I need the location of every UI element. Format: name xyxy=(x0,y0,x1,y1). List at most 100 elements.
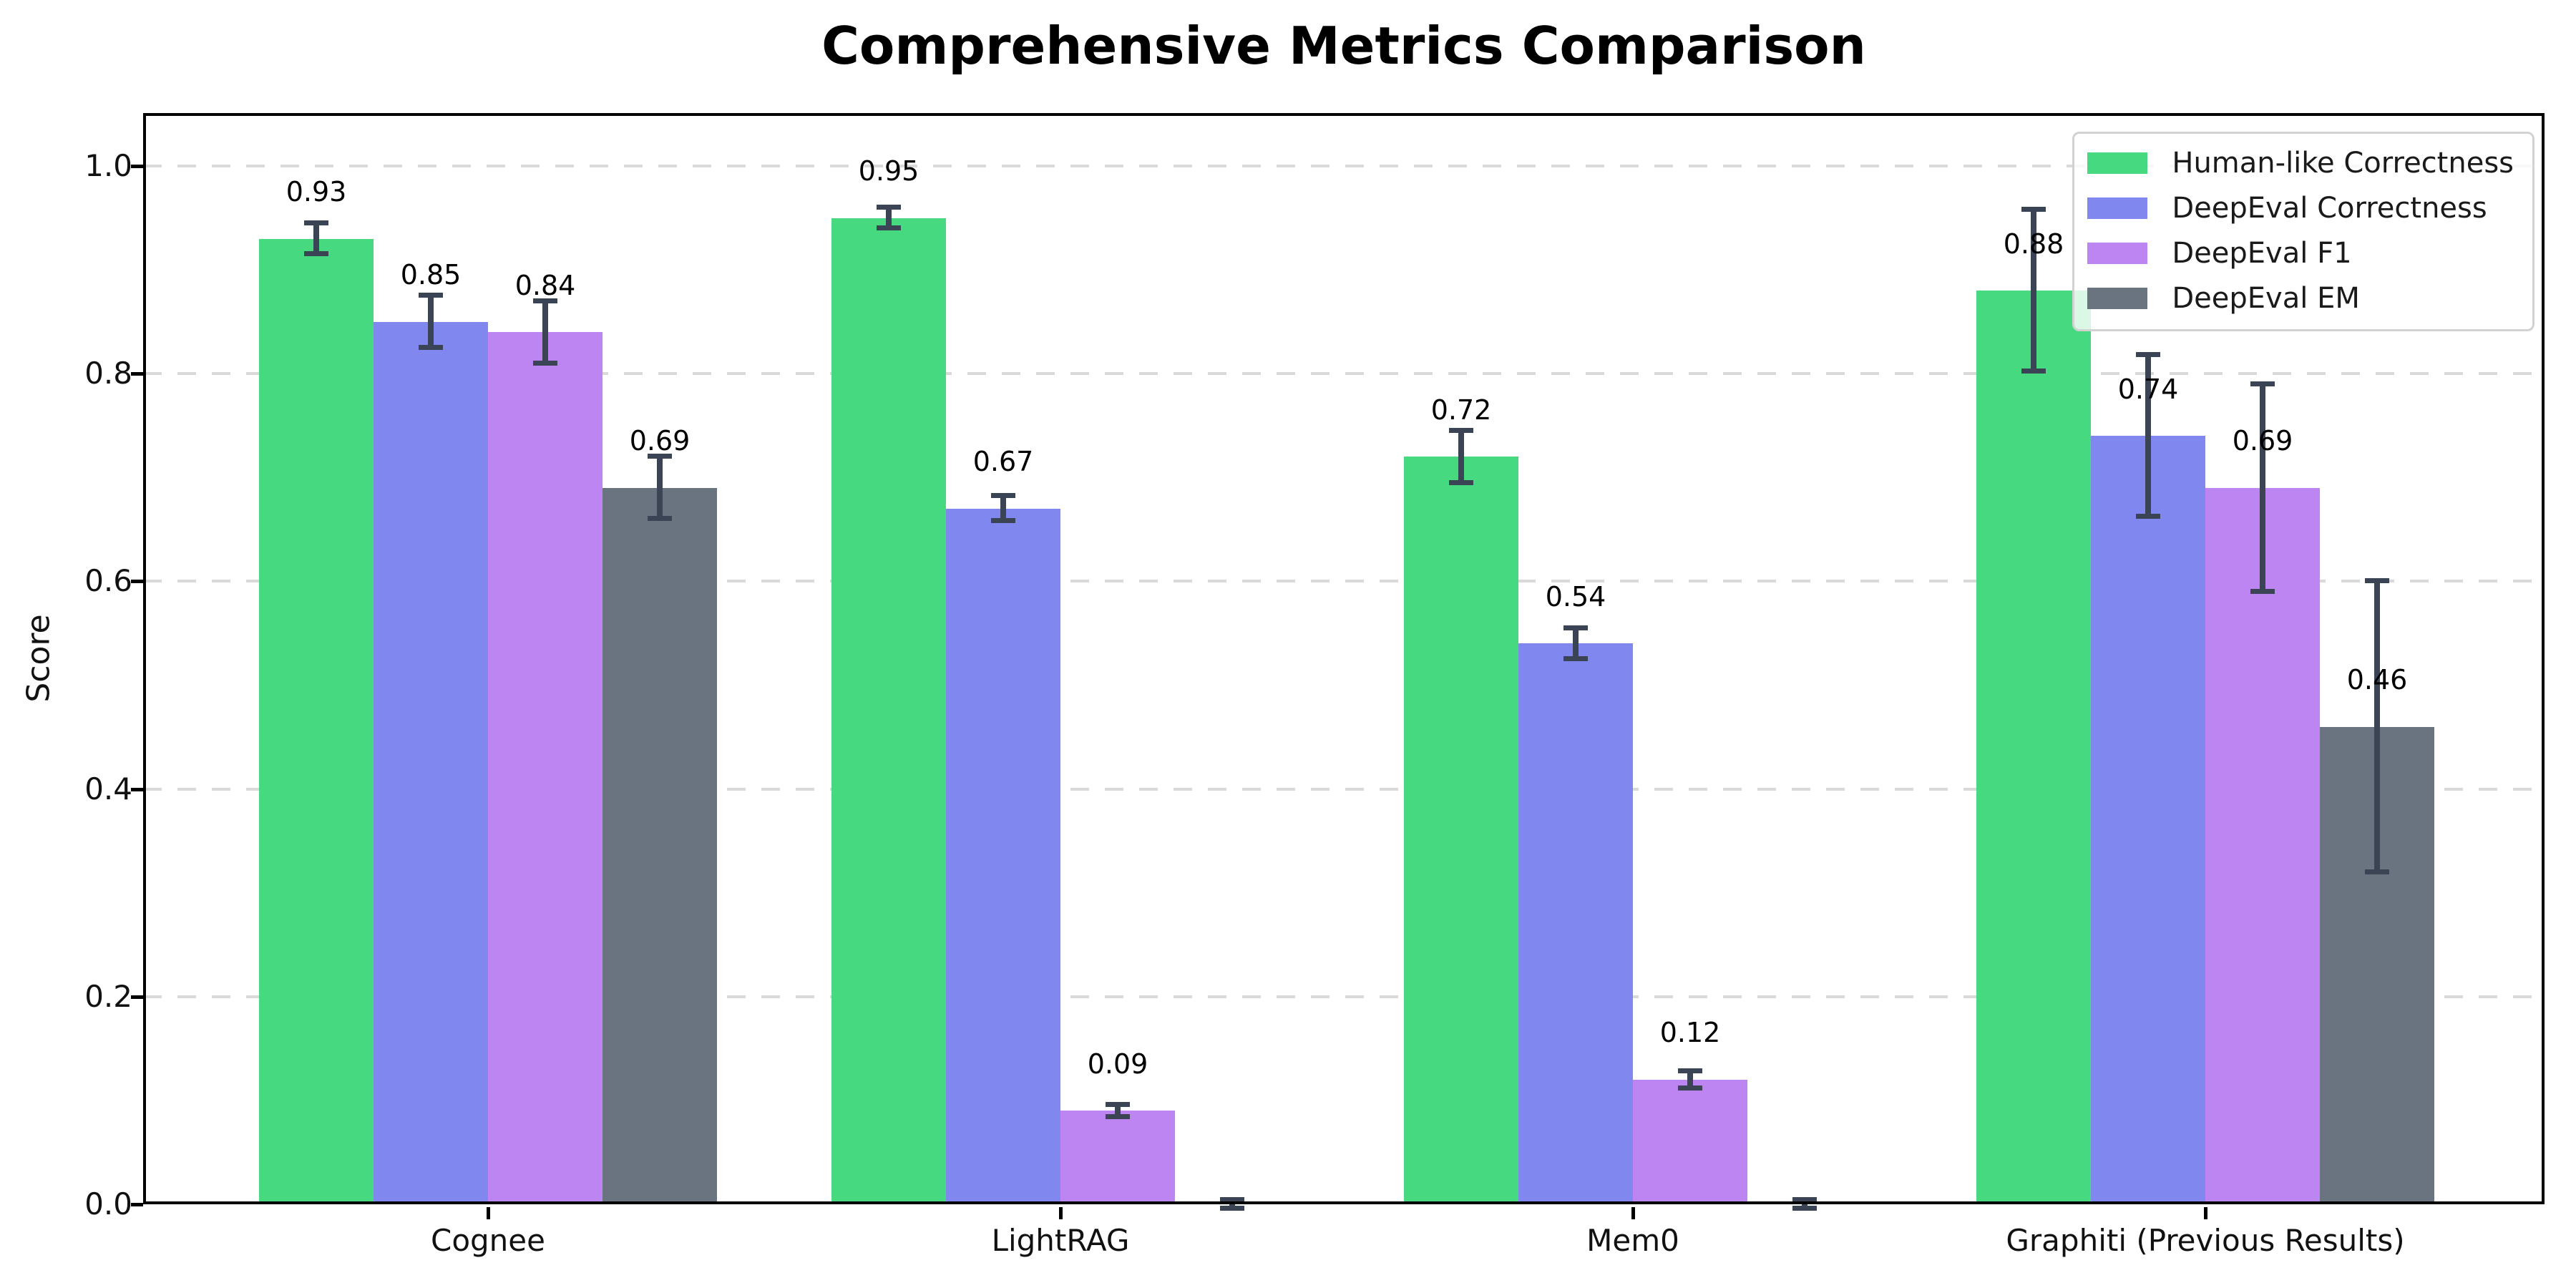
error-bar-human-like-correctness-graphiti-previous-results xyxy=(2031,209,2036,372)
xtick-label-lightrag: LightRAG xyxy=(991,1223,1130,1258)
legend-item-deepeval-correctness: DeepEval Correctness xyxy=(2087,192,2514,225)
legend-item-deepeval-em: DeepEval EM xyxy=(2087,282,2514,315)
legend-label: DeepEval EM xyxy=(2172,282,2360,315)
legend-label: Human-like Correctness xyxy=(2172,147,2514,180)
error-cap xyxy=(1678,1068,1702,1074)
error-cap xyxy=(419,293,443,298)
error-cap xyxy=(2250,381,2275,386)
error-cap xyxy=(1792,1205,1817,1211)
ytick-mark xyxy=(131,372,143,376)
bar-deepeval-f1-mem0 xyxy=(1633,1079,1747,1204)
error-cap xyxy=(2365,578,2389,584)
ytick-label-0.8: 0.8 xyxy=(84,356,132,391)
bar-deepeval-f1-lightrag xyxy=(1060,1111,1175,1204)
error-bar-deepeval-f1-lightrag xyxy=(1115,1104,1121,1118)
error-bar-deepeval-em-graphiti-previous-results xyxy=(2374,581,2380,872)
y-axis-label: Score xyxy=(20,614,57,703)
xtick-label-graphiti-previous-results: Graphiti (Previous Results) xyxy=(2006,1223,2405,1258)
error-cap xyxy=(877,225,901,231)
xtick-label-mem0: Mem0 xyxy=(1586,1223,1679,1258)
error-cap xyxy=(2250,588,2275,594)
bar-deepeval-em-cognee xyxy=(602,487,717,1204)
error-cap xyxy=(1106,1101,1130,1107)
bar-deepeval-correctness-graphiti-previous-results xyxy=(2091,436,2205,1204)
error-cap xyxy=(877,205,901,210)
error-bar-deepeval-correctness-mem0 xyxy=(1573,628,1579,660)
bar-deepeval-correctness-mem0 xyxy=(1518,643,1633,1204)
xtick-label-cognee: Cognee xyxy=(431,1223,545,1258)
error-cap xyxy=(304,251,328,257)
value-label-human-like-correctness-mem0: 0.72 xyxy=(1430,394,1492,426)
value-label-deepeval-f1-graphiti-previous-results: 0.69 xyxy=(2232,425,2293,457)
error-cap xyxy=(1678,1085,1702,1091)
gridline-0.2 xyxy=(143,995,2545,998)
error-cap xyxy=(419,344,443,350)
legend-swatch-icon xyxy=(2087,152,2148,174)
error-cap xyxy=(1563,625,1588,630)
value-label-deepeval-f1-lightrag: 0.09 xyxy=(1087,1048,1148,1080)
ytick-label-0.4: 0.4 xyxy=(84,771,132,806)
error-bar-deepeval-em-lightrag xyxy=(1229,1200,1235,1209)
gridline-0.8 xyxy=(143,372,2545,376)
error-bar-deepeval-correctness-cognee xyxy=(428,296,434,348)
value-label-human-like-correctness-lightrag: 0.95 xyxy=(858,155,919,187)
bar-deepeval-correctness-cognee xyxy=(374,321,488,1204)
error-bar-human-like-correctness-mem0 xyxy=(1458,431,1464,483)
error-cap xyxy=(1563,656,1588,662)
error-cap xyxy=(2136,352,2160,358)
value-label-deepeval-correctness-graphiti-previous-results: 0.74 xyxy=(2117,373,2179,405)
error-bar-deepeval-correctness-lightrag xyxy=(1000,496,1006,522)
error-bar-human-like-correctness-cognee xyxy=(313,223,319,255)
value-label-deepeval-em-cognee: 0.69 xyxy=(629,425,691,457)
error-bar-deepeval-em-cognee xyxy=(657,457,663,519)
legend-swatch-icon xyxy=(2087,288,2148,309)
error-bar-deepeval-f1-graphiti-previous-results xyxy=(2260,384,2265,592)
legend-item-deepeval-f1: DeepEval F1 xyxy=(2087,237,2514,270)
ytick-label-0.2: 0.2 xyxy=(84,978,132,1014)
ytick-label-0.0: 0.0 xyxy=(84,1186,132,1221)
error-cap xyxy=(304,220,328,225)
error-cap xyxy=(648,516,672,522)
gridline-0.6 xyxy=(143,580,2545,583)
value-label-deepeval-correctness-mem0: 0.54 xyxy=(1545,580,1606,613)
error-cap xyxy=(1220,1197,1244,1203)
chart-title: Comprehensive Metrics Comparison xyxy=(821,16,1866,76)
error-bar-human-like-correctness-lightrag xyxy=(886,208,892,229)
value-label-deepeval-em-graphiti-previous-results: 0.46 xyxy=(2346,664,2408,696)
bar-human-like-correctness-graphiti-previous-results xyxy=(1976,291,2091,1204)
value-label-human-like-correctness-graphiti-previous-results: 0.88 xyxy=(2003,228,2064,260)
value-label-deepeval-f1-mem0: 0.12 xyxy=(1659,1017,1721,1049)
ytick-label-1.0: 1.0 xyxy=(84,148,132,183)
legend: Human-like Correctness DeepEval Correctne… xyxy=(2072,132,2534,331)
error-cap xyxy=(2136,514,2160,519)
plot-area: 0.93 0.85 0.84 0.69 0.95 0.67 0.09 0.72 0.54 0.12… xyxy=(143,113,2545,1211)
gridline-0.4 xyxy=(143,787,2545,791)
bar-human-like-correctness-mem0 xyxy=(1404,457,1518,1204)
error-cap xyxy=(533,298,557,303)
error-cap xyxy=(2365,869,2389,874)
bar-deepeval-f1-graphiti-previous-results xyxy=(2205,487,2320,1204)
xtick-mark xyxy=(1631,1207,1635,1219)
ytick-mark xyxy=(131,580,143,584)
error-bar-deepeval-f1-cognee xyxy=(542,301,548,364)
ytick-mark xyxy=(131,165,143,168)
gridline-1.0 xyxy=(143,165,2545,167)
error-cap xyxy=(1449,479,1473,485)
legend-label: DeepEval F1 xyxy=(2172,237,2352,270)
legend-label: DeepEval Correctness xyxy=(2172,192,2487,225)
error-cap xyxy=(2021,206,2046,212)
xtick-mark xyxy=(487,1207,490,1219)
legend-item-human-like-correctness: Human-like Correctness xyxy=(2087,147,2514,180)
xtick-mark xyxy=(1059,1207,1063,1219)
error-cap xyxy=(648,454,672,459)
error-bar-deepeval-em-mem0 xyxy=(1802,1200,1807,1209)
error-cap xyxy=(1449,428,1473,434)
legend-swatch-icon xyxy=(2087,197,2148,219)
ytick-mark xyxy=(131,995,143,999)
value-label-human-like-correctness-cognee: 0.93 xyxy=(286,176,347,208)
ytick-mark xyxy=(131,1203,143,1206)
error-bar-deepeval-f1-mem0 xyxy=(1687,1071,1693,1088)
bar-human-like-correctness-lightrag xyxy=(831,218,946,1204)
error-cap xyxy=(991,493,1015,499)
